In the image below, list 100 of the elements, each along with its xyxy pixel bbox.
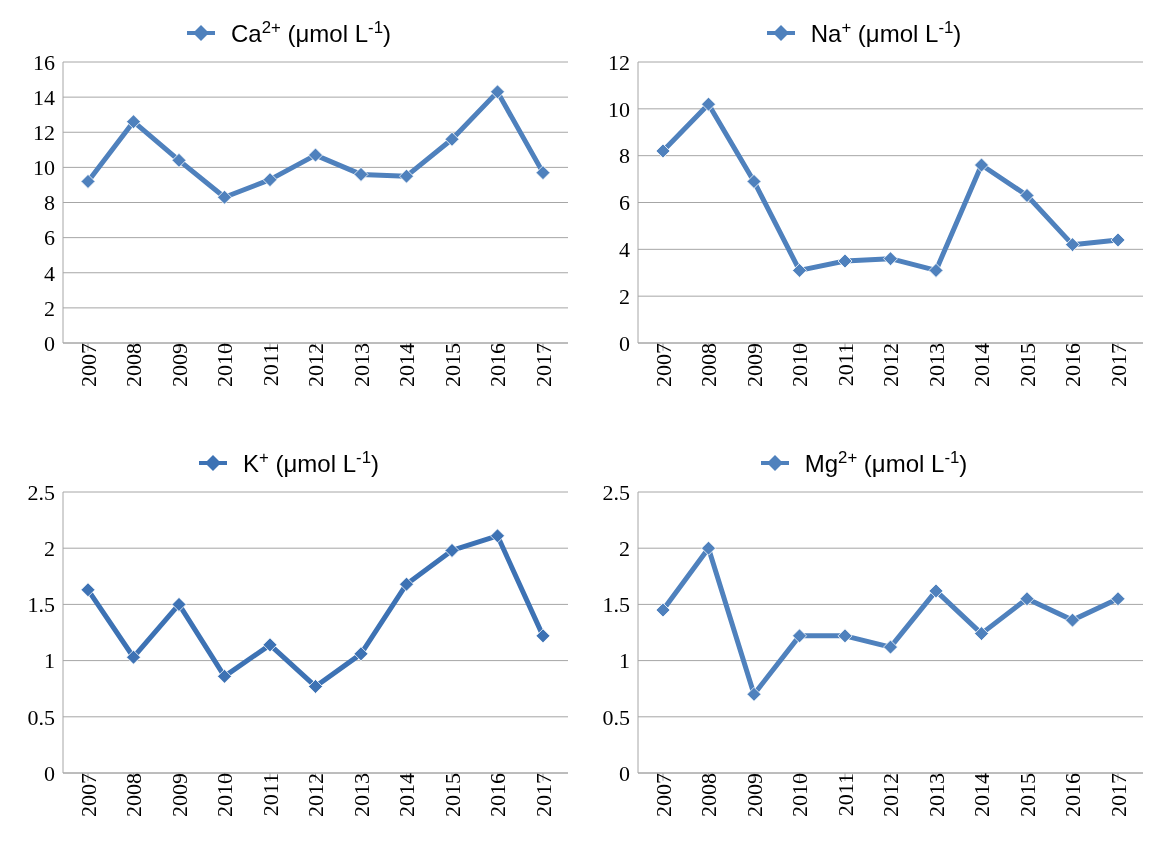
legend-label: Ca$^{2+}$ (μmol L$^{-1}$) bbox=[231, 18, 391, 48]
point bbox=[444, 131, 460, 147]
x-tick-label: 2013 bbox=[923, 343, 949, 387]
y-tick-label: 8 bbox=[44, 190, 55, 216]
y-tick-label: 2.5 bbox=[27, 479, 55, 505]
point bbox=[399, 168, 414, 184]
x-tick-label: 2013 bbox=[348, 343, 374, 387]
x-tick-label: 2016 bbox=[1060, 343, 1086, 387]
x-tick-label: 2017 bbox=[530, 773, 556, 817]
x-tick-label: 2009 bbox=[741, 343, 767, 387]
point bbox=[126, 114, 141, 130]
point bbox=[883, 639, 898, 655]
y-tick-label: 16 bbox=[33, 49, 55, 75]
x-tick-label: 2015 bbox=[439, 773, 465, 817]
legend-label: K$^{+}$ (μmol L$^{-1}$) bbox=[243, 448, 379, 478]
x-tick-label: 2016 bbox=[485, 343, 511, 387]
y-tick-label: 2 bbox=[619, 536, 630, 562]
point bbox=[928, 583, 944, 599]
point bbox=[792, 263, 807, 278]
point bbox=[746, 174, 762, 189]
y-tick-label: 0.5 bbox=[27, 704, 55, 730]
y-tick-label: 1 bbox=[619, 648, 630, 674]
y-tick-label: 0 bbox=[44, 330, 55, 356]
x-tick-label: 2010 bbox=[787, 773, 813, 817]
x-tick-label: 2017 bbox=[1105, 343, 1131, 387]
x-tick-label: 2014 bbox=[969, 343, 995, 387]
point bbox=[792, 628, 807, 644]
y-tick-label: 0 bbox=[619, 330, 630, 356]
point bbox=[80, 174, 96, 189]
y-tick-label: 1.5 bbox=[602, 592, 630, 618]
point bbox=[1019, 591, 1035, 607]
point bbox=[837, 628, 853, 644]
point bbox=[1110, 232, 1126, 248]
y-tick-label: 10 bbox=[608, 96, 630, 122]
point bbox=[1019, 188, 1035, 203]
x-tick-label: 2009 bbox=[166, 773, 192, 817]
point bbox=[308, 147, 323, 163]
point bbox=[655, 602, 671, 618]
y-tick-label: 6 bbox=[619, 190, 630, 216]
x-tick-label: 2012 bbox=[303, 773, 329, 817]
point bbox=[1110, 591, 1126, 607]
point bbox=[80, 582, 96, 598]
legend-label: Mg$^{2+}$ (μmol L$^{-1}$) bbox=[804, 448, 968, 478]
x-tick-label: 2009 bbox=[166, 343, 192, 387]
x-tick-label: 2017 bbox=[1105, 773, 1131, 817]
y-tick-label: 2.5 bbox=[602, 479, 630, 505]
x-tick-label: 2012 bbox=[878, 343, 904, 387]
point bbox=[262, 637, 278, 653]
point bbox=[974, 157, 989, 173]
x-tick-label: 2012 bbox=[878, 773, 904, 817]
point bbox=[490, 528, 505, 544]
x-tick-label: 2017 bbox=[530, 343, 556, 387]
point bbox=[701, 540, 716, 556]
x-tick-label: 2010 bbox=[212, 773, 238, 817]
x-tick-label: 2012 bbox=[303, 343, 329, 387]
point bbox=[701, 96, 716, 112]
point bbox=[353, 646, 369, 662]
point bbox=[535, 628, 551, 644]
y-tick-label: 12 bbox=[33, 120, 55, 146]
y-tick-label: 2 bbox=[44, 536, 55, 562]
point bbox=[1065, 237, 1080, 253]
y-tick-label: 12 bbox=[608, 49, 630, 75]
x-tick-label: 2008 bbox=[121, 343, 147, 387]
y-tick-label: 4 bbox=[44, 260, 55, 286]
point bbox=[535, 165, 551, 181]
x-tick-label: 2016 bbox=[485, 773, 511, 817]
y-tick-label: 0 bbox=[619, 760, 630, 786]
x-tick-label: 2015 bbox=[1014, 773, 1040, 817]
point bbox=[353, 167, 369, 182]
point bbox=[308, 679, 323, 694]
y-tick-label: 4 bbox=[619, 237, 630, 263]
y-tick-label: 2 bbox=[619, 283, 630, 309]
point bbox=[928, 263, 944, 278]
point bbox=[126, 649, 141, 665]
x-tick-label: 2014 bbox=[394, 773, 420, 817]
point bbox=[1065, 612, 1080, 628]
y-tick-label: 14 bbox=[33, 84, 55, 110]
point bbox=[171, 597, 187, 612]
x-tick-label: 2015 bbox=[439, 343, 465, 387]
y-tick-label: 2 bbox=[44, 295, 55, 321]
x-tick-label: 2007 bbox=[650, 773, 676, 817]
point bbox=[490, 84, 505, 100]
point bbox=[217, 189, 232, 205]
point bbox=[837, 253, 853, 269]
x-tick-label: 2010 bbox=[787, 343, 813, 387]
x-tick-label: 2011 bbox=[832, 773, 858, 817]
x-tick-label: 2008 bbox=[696, 343, 722, 387]
point bbox=[399, 576, 414, 592]
point bbox=[444, 543, 460, 558]
y-tick-label: 0 bbox=[44, 760, 55, 786]
x-tick-label: 2007 bbox=[75, 773, 101, 817]
x-tick-label: 2011 bbox=[257, 773, 283, 817]
x-tick-label: 2011 bbox=[832, 343, 858, 387]
y-tick-label: 1 bbox=[44, 648, 55, 674]
x-tick-label: 2014 bbox=[969, 773, 995, 817]
x-tick-label: 2009 bbox=[741, 773, 767, 817]
x-tick-label: 2016 bbox=[1060, 773, 1086, 817]
legend-label: Na$^{+}$ (μmol L$^{-1}$) bbox=[810, 18, 962, 48]
x-tick-label: 2014 bbox=[394, 343, 420, 387]
x-tick-label: 2007 bbox=[650, 343, 676, 387]
